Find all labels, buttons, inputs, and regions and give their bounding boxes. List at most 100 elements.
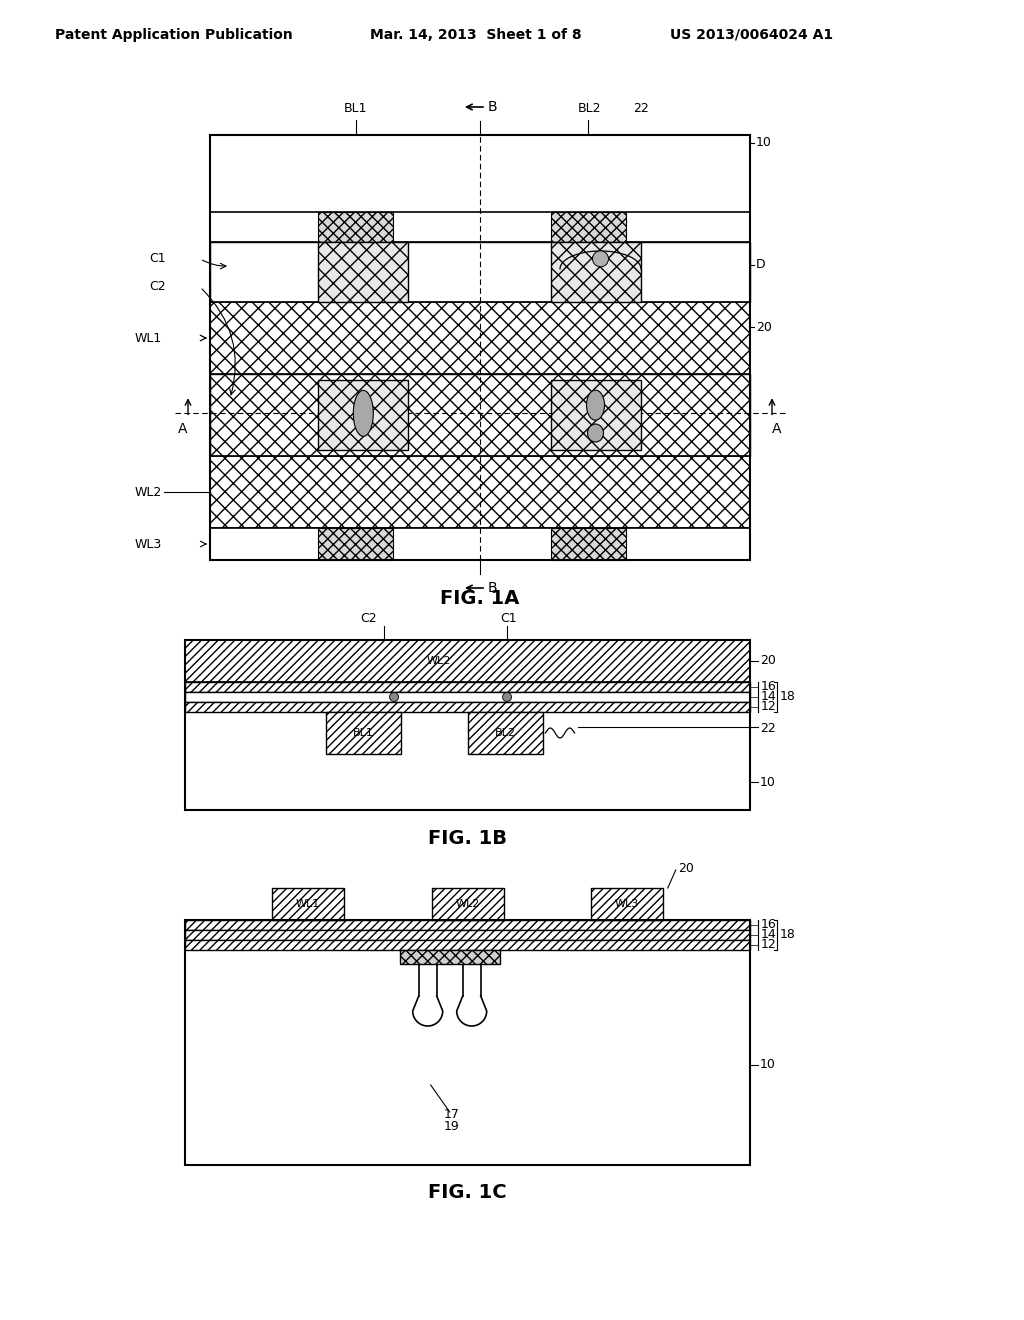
Bar bbox=[185, 940, 750, 950]
Text: 14: 14 bbox=[761, 690, 777, 704]
Bar bbox=[185, 702, 750, 711]
Circle shape bbox=[503, 693, 512, 701]
Text: 17: 17 bbox=[443, 1109, 460, 1122]
Bar bbox=[399, 950, 500, 964]
Bar bbox=[185, 920, 750, 1166]
Bar bbox=[210, 302, 750, 374]
Bar bbox=[591, 888, 663, 920]
Text: Patent Application Publication: Patent Application Publication bbox=[55, 28, 293, 42]
Bar bbox=[551, 528, 626, 560]
Text: 14: 14 bbox=[761, 928, 777, 941]
Bar bbox=[431, 888, 504, 920]
Text: 20: 20 bbox=[678, 862, 693, 874]
Bar bbox=[185, 692, 750, 702]
Text: C2: C2 bbox=[360, 611, 378, 624]
Bar bbox=[468, 711, 543, 754]
Text: 20: 20 bbox=[760, 655, 776, 668]
Text: A: A bbox=[178, 422, 187, 437]
Bar bbox=[185, 640, 750, 810]
Bar bbox=[210, 213, 750, 242]
Bar bbox=[551, 213, 626, 242]
Text: BL2: BL2 bbox=[578, 103, 601, 116]
Bar bbox=[318, 528, 393, 560]
Text: BL1: BL1 bbox=[353, 729, 374, 738]
Ellipse shape bbox=[587, 391, 604, 420]
Text: 20: 20 bbox=[756, 321, 772, 334]
Bar bbox=[185, 931, 750, 940]
Text: B: B bbox=[488, 100, 498, 114]
Bar bbox=[551, 380, 640, 450]
Text: 10: 10 bbox=[760, 776, 776, 788]
Text: 12: 12 bbox=[761, 939, 777, 952]
Text: FIG. 1B: FIG. 1B bbox=[428, 829, 507, 847]
Bar bbox=[210, 374, 750, 455]
Text: C1: C1 bbox=[150, 252, 166, 265]
Bar bbox=[185, 920, 750, 931]
Text: WL2: WL2 bbox=[135, 486, 162, 499]
Bar bbox=[210, 528, 750, 560]
Ellipse shape bbox=[593, 251, 608, 267]
Bar bbox=[327, 711, 401, 754]
Bar bbox=[318, 213, 393, 242]
Bar bbox=[185, 702, 750, 711]
Bar bbox=[185, 640, 750, 682]
Bar bbox=[551, 380, 640, 450]
Bar bbox=[272, 888, 344, 920]
Text: WL1: WL1 bbox=[135, 331, 162, 345]
Text: A: A bbox=[772, 422, 781, 437]
Bar bbox=[210, 455, 750, 528]
Circle shape bbox=[389, 693, 398, 701]
Text: BL2: BL2 bbox=[495, 729, 515, 738]
Bar bbox=[468, 711, 543, 754]
Bar bbox=[210, 135, 750, 560]
Text: 22: 22 bbox=[634, 103, 649, 116]
Text: 10: 10 bbox=[756, 136, 772, 149]
Bar bbox=[185, 640, 750, 682]
Text: WL1: WL1 bbox=[296, 899, 321, 909]
Text: D: D bbox=[756, 259, 766, 272]
Text: Mar. 14, 2013  Sheet 1 of 8: Mar. 14, 2013 Sheet 1 of 8 bbox=[370, 28, 582, 42]
Bar bbox=[185, 640, 750, 810]
Bar bbox=[210, 374, 750, 455]
Text: 18: 18 bbox=[780, 690, 796, 704]
Bar bbox=[185, 920, 750, 1166]
Text: WL3: WL3 bbox=[614, 899, 639, 909]
Text: 19: 19 bbox=[443, 1121, 460, 1134]
Text: WL2: WL2 bbox=[456, 899, 479, 909]
Text: 22: 22 bbox=[760, 722, 776, 734]
Bar bbox=[591, 888, 663, 920]
Text: 10: 10 bbox=[760, 1059, 776, 1071]
Text: BL1: BL1 bbox=[344, 103, 368, 116]
Bar bbox=[399, 950, 500, 964]
Bar bbox=[185, 682, 750, 692]
Bar bbox=[318, 213, 393, 242]
Text: 16: 16 bbox=[761, 681, 777, 693]
Bar bbox=[327, 711, 401, 754]
Ellipse shape bbox=[588, 424, 603, 442]
Bar bbox=[551, 242, 640, 302]
Text: FIG. 1C: FIG. 1C bbox=[428, 1184, 507, 1203]
Bar bbox=[551, 242, 640, 302]
Text: 18: 18 bbox=[780, 928, 796, 941]
Text: US 2013/0064024 A1: US 2013/0064024 A1 bbox=[670, 28, 834, 42]
Bar bbox=[185, 931, 750, 940]
Ellipse shape bbox=[353, 391, 374, 437]
Bar bbox=[210, 242, 750, 302]
Text: C2: C2 bbox=[150, 281, 166, 293]
Bar bbox=[318, 380, 409, 450]
Text: FIG. 1A: FIG. 1A bbox=[440, 589, 520, 607]
Bar bbox=[210, 302, 750, 374]
Bar bbox=[318, 528, 393, 560]
Text: WL3: WL3 bbox=[135, 537, 162, 550]
Text: 16: 16 bbox=[761, 919, 777, 932]
Bar bbox=[210, 455, 750, 528]
Text: B: B bbox=[488, 581, 498, 595]
Bar bbox=[272, 888, 344, 920]
Bar bbox=[185, 940, 750, 950]
Bar bbox=[318, 380, 409, 450]
Bar bbox=[185, 682, 750, 692]
Text: 12: 12 bbox=[761, 701, 777, 714]
Bar bbox=[185, 920, 750, 931]
Bar bbox=[318, 242, 409, 302]
Text: WL2: WL2 bbox=[427, 656, 452, 667]
